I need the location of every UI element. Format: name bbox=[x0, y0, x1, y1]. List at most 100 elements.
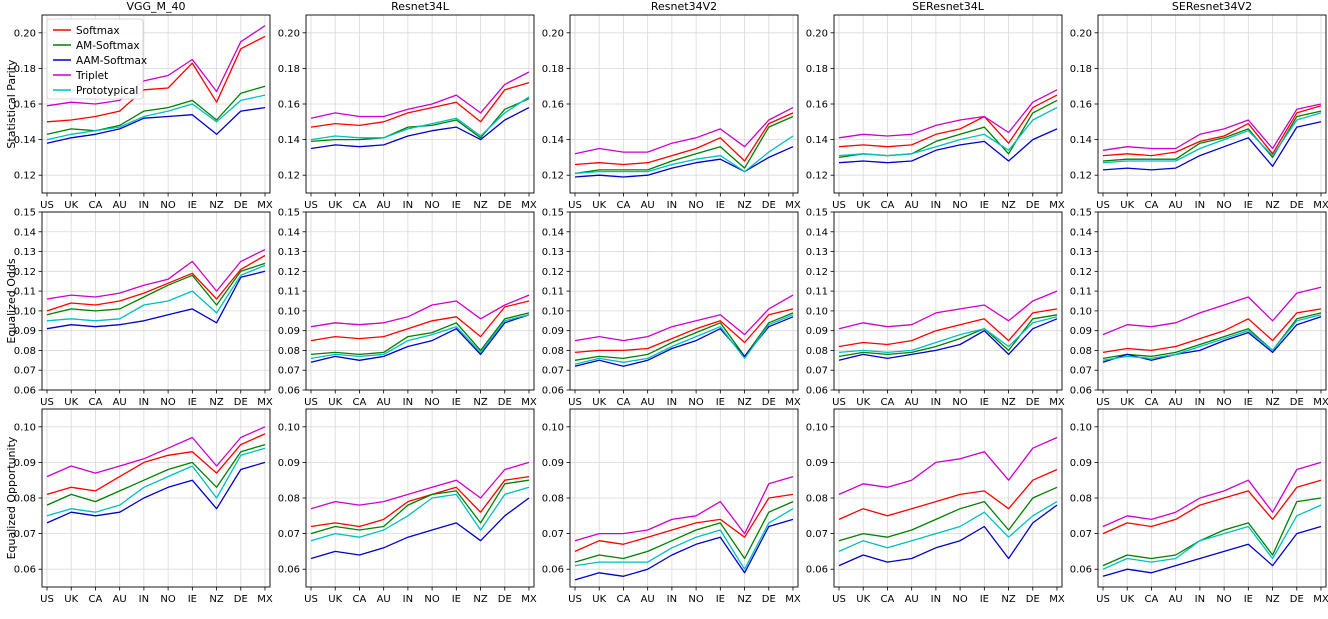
y-tick-label: 0.08 bbox=[278, 346, 300, 357]
y-tick-label: 0.14 bbox=[1070, 227, 1092, 238]
x-tick-label: IN bbox=[403, 200, 413, 211]
x-tick-label: NO bbox=[160, 397, 175, 408]
series-line-prototypical bbox=[1102, 504, 1322, 570]
series-line-aam-softmax bbox=[310, 314, 530, 363]
x-tick-label: UK bbox=[1120, 594, 1134, 605]
series-line-prototypical bbox=[310, 96, 530, 141]
y-tick-label: 0.07 bbox=[1070, 366, 1092, 377]
y-tick-label: 0.14 bbox=[278, 135, 300, 146]
y-tick-label: 0.08 bbox=[1070, 494, 1092, 505]
x-tick-label: IE bbox=[188, 397, 197, 408]
series-line-prototypical bbox=[46, 264, 266, 322]
series-line-triplet bbox=[838, 290, 1058, 330]
x-tick-label: UK bbox=[1120, 200, 1134, 211]
x-tick-label: AU bbox=[377, 200, 391, 211]
y-tick-label: 0.14 bbox=[542, 227, 564, 238]
x-tick-label: NO bbox=[952, 200, 967, 211]
y-tick-label: 0.07 bbox=[542, 529, 564, 540]
x-tick-label: NO bbox=[160, 594, 175, 605]
y-tick-label: 0.09 bbox=[278, 458, 300, 469]
x-tick-label: UK bbox=[64, 594, 78, 605]
y-tick-label: 0.20 bbox=[14, 28, 36, 39]
y-tick-label: 0.20 bbox=[278, 28, 300, 39]
y-tick-label: 0.06 bbox=[806, 565, 828, 576]
y-tick-label: 0.12 bbox=[542, 171, 564, 182]
series-line-aam-softmax bbox=[46, 106, 266, 144]
y-tick-label: 0.07 bbox=[806, 366, 828, 377]
plot-frame bbox=[833, 211, 1063, 391]
series-line-aam-softmax bbox=[574, 146, 794, 178]
series-line-softmax bbox=[1102, 308, 1322, 354]
series-line-prototypical bbox=[1102, 314, 1322, 361]
x-tick-label: AU bbox=[113, 594, 127, 605]
series-line-triplet bbox=[310, 71, 530, 119]
x-tick-label: NZ bbox=[209, 594, 223, 605]
y-tick-label: 0.06 bbox=[542, 386, 564, 397]
x-tick-label: NZ bbox=[473, 397, 487, 408]
legend-label: Softmax bbox=[76, 25, 120, 37]
x-tick-label: IN bbox=[931, 200, 941, 211]
x-tick-label: UK bbox=[856, 200, 870, 211]
x-tick-label: MX bbox=[1049, 397, 1065, 408]
x-tick-label: AU bbox=[1169, 594, 1183, 605]
plot-frame bbox=[569, 211, 799, 391]
x-tick-label: NO bbox=[424, 200, 439, 211]
series-line-aam-softmax bbox=[46, 461, 266, 524]
series-line-softmax bbox=[46, 254, 266, 312]
x-tick-label: IE bbox=[716, 200, 725, 211]
y-tick-label: 0.18 bbox=[14, 64, 36, 75]
y-tick-label: 0.20 bbox=[542, 28, 564, 39]
y-tick-label: 0.18 bbox=[278, 64, 300, 75]
x-tick-label: NZ bbox=[737, 397, 751, 408]
series-line-am-softmax bbox=[46, 443, 266, 506]
y-tick-label: 0.13 bbox=[278, 247, 300, 258]
x-tick-label: NZ bbox=[473, 594, 487, 605]
x-tick-label: CA bbox=[881, 200, 895, 211]
series-line-am-softmax bbox=[46, 85, 266, 135]
y-tick-label: 0.14 bbox=[542, 135, 564, 146]
x-tick-label: NZ bbox=[737, 200, 751, 211]
x-tick-label: IE bbox=[452, 397, 461, 408]
x-tick-label: NO bbox=[688, 397, 703, 408]
x-tick-label: IN bbox=[931, 594, 941, 605]
x-tick-label: MX bbox=[785, 200, 801, 211]
y-tick-label: 0.08 bbox=[806, 494, 828, 505]
legend-label: Prototypical bbox=[76, 85, 138, 97]
x-tick-label: MX bbox=[257, 594, 273, 605]
series-line-softmax bbox=[310, 81, 530, 128]
y-tick-label: 0.07 bbox=[1070, 529, 1092, 540]
x-tick-label: IE bbox=[452, 200, 461, 211]
y-tick-label: 0.15 bbox=[806, 208, 828, 219]
series-line-triplet bbox=[310, 461, 530, 510]
subplot-title: Resnet34V2 bbox=[651, 0, 717, 13]
series-line-am-softmax bbox=[310, 312, 530, 356]
x-tick-label: MX bbox=[1049, 594, 1065, 605]
subplot-title: Resnet34L bbox=[391, 0, 450, 13]
x-tick-label: DE bbox=[762, 397, 776, 408]
y-tick-label: 0.06 bbox=[1070, 565, 1092, 576]
x-tick-label: IE bbox=[188, 200, 197, 211]
x-tick-label: AU bbox=[377, 594, 391, 605]
y-tick-label: 0.15 bbox=[542, 208, 564, 219]
x-tick-label: MX bbox=[1049, 200, 1065, 211]
y-tick-label: 0.06 bbox=[278, 386, 300, 397]
series-line-triplet bbox=[838, 436, 1058, 495]
y-tick-label: 0.12 bbox=[14, 267, 36, 278]
x-tick-label: IE bbox=[980, 397, 989, 408]
y-tick-label: 0.20 bbox=[1070, 28, 1092, 39]
x-tick-label: MX bbox=[257, 397, 273, 408]
y-tick-label: 0.06 bbox=[1070, 386, 1092, 397]
x-tick-label: MX bbox=[257, 200, 273, 211]
series-line-aam-softmax bbox=[310, 497, 530, 560]
y-tick-label: 0.11 bbox=[806, 287, 828, 298]
x-tick-label: DE bbox=[234, 200, 248, 211]
x-tick-label: IE bbox=[1244, 397, 1253, 408]
series-line-prototypical bbox=[310, 486, 530, 542]
plot-area bbox=[306, 212, 534, 390]
series-line-triplet bbox=[46, 426, 266, 478]
x-tick-label: US bbox=[304, 200, 318, 211]
y-tick-label: 0.11 bbox=[1070, 287, 1092, 298]
y-tick-label: 0.16 bbox=[14, 100, 36, 111]
plot-area bbox=[834, 212, 1062, 390]
